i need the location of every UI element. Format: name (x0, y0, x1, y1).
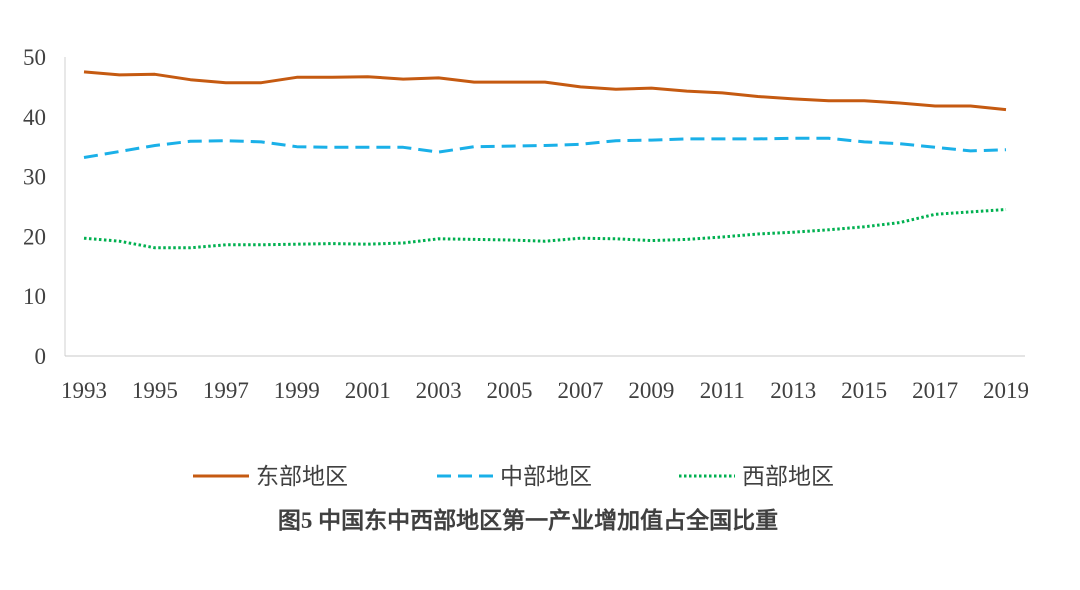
series-line-3 (83, 208, 1007, 250)
x-tick-label: 2007 (557, 378, 603, 403)
legend-label: 西部地区 (742, 464, 834, 489)
series-line-1 (83, 70, 1007, 112)
y-tick-label: 10 (23, 284, 46, 309)
legend: 东部地区 中部地区 西部地区 (193, 464, 834, 489)
series-line-2 (83, 136, 1007, 159)
legend-label: 中部地区 (500, 464, 592, 489)
x-tick-label: 1999 (274, 378, 320, 403)
x-tick-label: 2009 (628, 378, 674, 403)
y-tick-label: 30 (23, 165, 46, 190)
legend-label: 东部地区 (256, 464, 348, 489)
x-tick-label: 2011 (700, 378, 745, 403)
x-axis-tick-labels: 1993 1995 1997 1999 2001 2003 2005 2007 2009 2011… (61, 378, 1029, 403)
x-tick-label: 1993 (61, 378, 107, 403)
y-tick-label: 40 (23, 105, 46, 130)
x-tick-label: 2005 (487, 378, 533, 403)
plot-area (64, 57, 1025, 357)
y-axis-tick-labels: 0 10 20 30 40 50 (23, 45, 46, 369)
y-tick-label: 20 (23, 224, 46, 249)
x-tick-label: 2003 (416, 378, 462, 403)
y-tick-label: 0 (35, 344, 47, 369)
x-tick-label: 1995 (132, 378, 178, 403)
x-tick-label: 2015 (841, 378, 887, 403)
y-tick-label: 50 (23, 45, 46, 70)
chart-title: 图5 中国东中西部地区第一产业增加值占全国比重 (278, 507, 778, 533)
x-tick-label: 2017 (912, 378, 958, 403)
x-tick-label: 2001 (345, 378, 391, 403)
x-tick-label: 1997 (203, 378, 249, 403)
x-tick-label: 2019 (983, 378, 1029, 403)
x-tick-label: 2013 (770, 378, 816, 403)
